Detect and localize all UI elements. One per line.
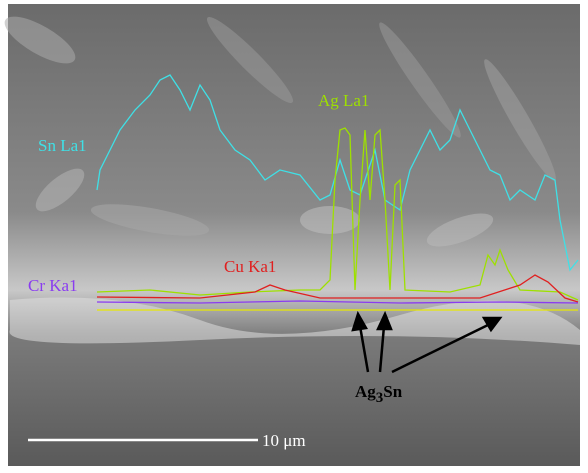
scale-label: 10 μm — [262, 431, 306, 450]
micrograph: Sn La1 Ag La1 Cu Ka1 Cr Ka1 Ag3Sn 10 μm — [0, 0, 588, 473]
phase-sub: 3 — [376, 390, 384, 406]
cr-label: Cr Ka1 — [28, 276, 78, 295]
phase-rest: Sn — [383, 382, 402, 401]
ag-label: Ag La1 — [318, 91, 369, 110]
sn-label: Sn La1 — [38, 136, 87, 155]
cu-label: Cu Ka1 — [224, 257, 276, 276]
phase-main: Ag — [355, 382, 376, 401]
